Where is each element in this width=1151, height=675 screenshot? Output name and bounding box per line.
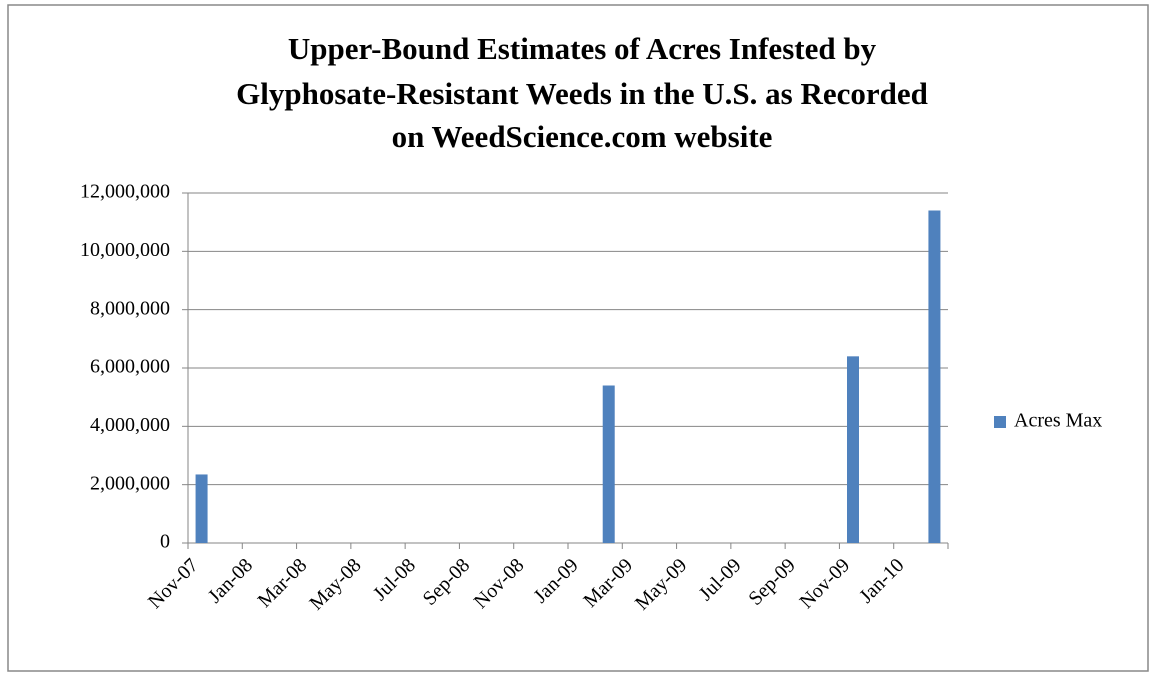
chart-title: Glyphosate-Resistant Weeds in the U.S. a… xyxy=(236,76,928,111)
y-tick-label: 12,000,000 xyxy=(80,181,170,203)
chart-title: on WeedScience.com website xyxy=(392,119,773,154)
bar xyxy=(195,474,208,543)
y-tick-label: 8,000,000 xyxy=(90,297,170,319)
chart-title: Upper-Bound Estimates of Acres Infested … xyxy=(288,31,877,66)
y-tick-label: 0 xyxy=(160,531,170,553)
bar xyxy=(602,385,615,543)
y-tick-label: 10,000,000 xyxy=(80,239,170,261)
legend-label: Acres Max xyxy=(1014,410,1102,432)
y-tick-label: 6,000,000 xyxy=(90,356,170,378)
bar xyxy=(928,210,941,543)
chart-border xyxy=(7,4,1149,672)
y-tick-label: 4,000,000 xyxy=(90,414,170,436)
legend-swatch xyxy=(994,416,1006,428)
y-tick-label: 2,000,000 xyxy=(90,472,170,494)
bar xyxy=(847,356,859,543)
